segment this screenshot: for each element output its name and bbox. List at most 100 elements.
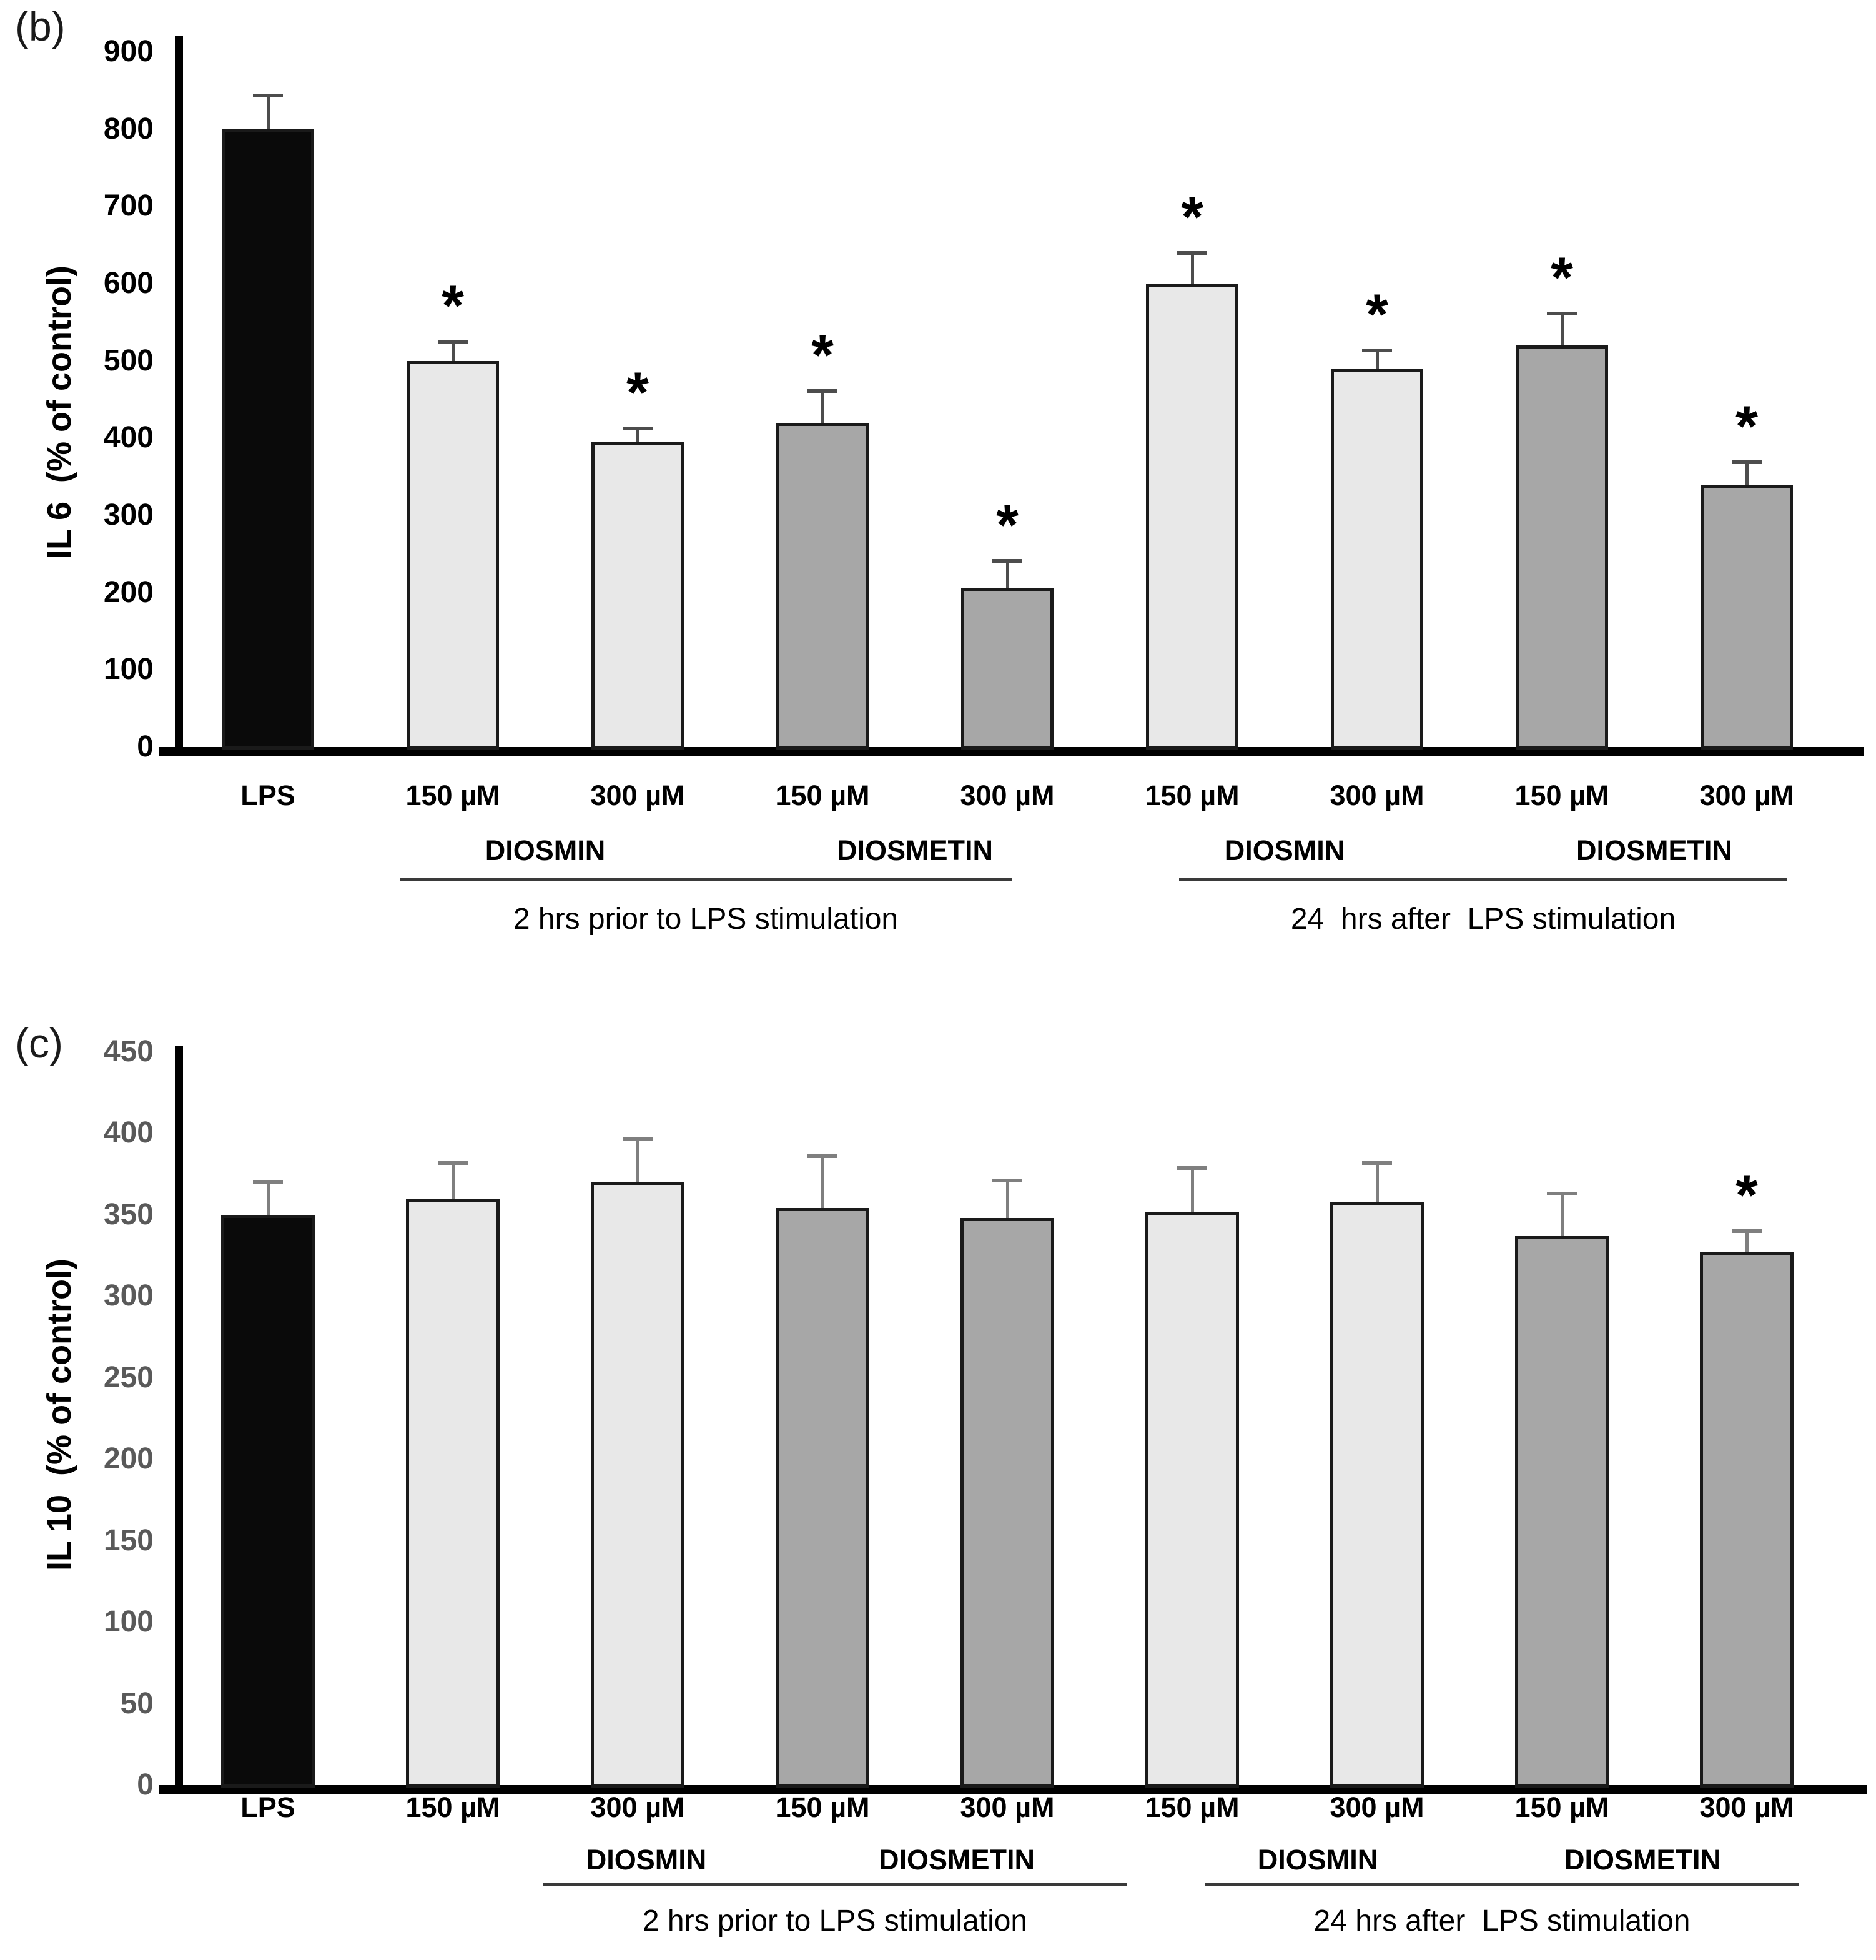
- y-axis-line: [175, 36, 183, 753]
- y-tick-label-200: 200: [103, 1442, 154, 1476]
- group-underline-1: [1179, 878, 1787, 881]
- error-bar-cap-4: [992, 559, 1022, 563]
- y-tick-label-300: 300: [103, 498, 154, 532]
- error-bar-cap-5: [1177, 1166, 1207, 1170]
- error-bar-1: [452, 1161, 455, 1199]
- error-bar-4: [1006, 1179, 1009, 1219]
- bar-LPS-0: [222, 129, 314, 750]
- category-label-2: 300 µM: [590, 780, 685, 811]
- bar-150-µM-5: [1145, 1211, 1239, 1788]
- group-label-diosmin-2: DIOSMIN: [1224, 834, 1345, 866]
- plot-area-b: 0 100 200 300 400 500 600 700 800 900 LPS * 150 µM * 3…: [0, 0, 1876, 974]
- error-bar-3: [821, 1154, 824, 1209]
- category-label-1: 150 µM: [405, 780, 500, 811]
- category-label-0: LPS: [240, 1791, 295, 1823]
- group-label-diosmetin-1: DIOSMETIN: [878, 1844, 1035, 1876]
- bar-300-µM-6: [1331, 369, 1423, 750]
- y-tick-label-0: 0: [137, 1768, 154, 1801]
- error-bar-7: [1561, 311, 1564, 345]
- y-tick-label-350: 350: [103, 1197, 154, 1231]
- bar-150-µM-3: [776, 422, 869, 750]
- group-label-diosmin-0: DIOSMIN: [485, 834, 606, 866]
- significance-star-3: *: [811, 324, 834, 388]
- group-label-diosmin-2: DIOSMIN: [1257, 1844, 1378, 1876]
- error-bar-2: [636, 426, 639, 442]
- bar-300-µM-6: [1330, 1202, 1424, 1788]
- y-tick-label-50: 50: [120, 1686, 154, 1720]
- error-bar-cap-7: [1547, 1192, 1577, 1196]
- panel-label-b: (b): [15, 3, 66, 49]
- category-label-7: 150 µM: [1514, 780, 1609, 811]
- y-tick-label-800: 800: [103, 112, 154, 146]
- error-bar-cap-6: [1362, 348, 1392, 352]
- bar-300-µM-4: [961, 588, 1054, 750]
- error-bar-1: [452, 340, 455, 361]
- significance-star-1: *: [442, 274, 464, 339]
- error-bar-0: [267, 1180, 270, 1215]
- y-tick-label-300: 300: [103, 1279, 154, 1313]
- error-bar-cap-3: [807, 1154, 837, 1159]
- bar-LPS-0: [221, 1214, 315, 1788]
- error-bar-cap-1: [438, 340, 468, 344]
- error-bar-cap-2: [623, 426, 653, 430]
- panel-c-il10-chart: (c) IL 10 (% of control) 0 50 100 150 200 250…: [0, 974, 1876, 1960]
- group-underline-0: [543, 1883, 1127, 1886]
- bar-150-µM-5: [1146, 284, 1238, 750]
- y-tick-label-200: 200: [103, 575, 154, 609]
- y-tick-label-600: 600: [103, 267, 154, 300]
- y-tick-label-450: 450: [103, 1035, 154, 1068]
- category-label-4: 300 µM: [960, 1791, 1055, 1823]
- significance-star-8: *: [1735, 1164, 1758, 1228]
- footnote-1: 24 hrs after LPS stimulation: [1313, 1904, 1691, 1938]
- group-underline-1: [1205, 1883, 1799, 1886]
- error-bar-0: [267, 93, 270, 129]
- y-tick-label-700: 700: [103, 189, 154, 223]
- category-label-0: LPS: [240, 780, 295, 811]
- error-bar-cap-0: [253, 1180, 283, 1185]
- plot-area-c: 0 50 100 150 200 250 300 350 400 450 LPS 150 µM 300 …: [0, 974, 1876, 1960]
- panel-label-c: (c): [15, 1020, 63, 1066]
- error-bar-7: [1561, 1192, 1564, 1236]
- category-label-3: 150 µM: [775, 1791, 870, 1823]
- y-tick-label-0: 0: [137, 730, 154, 763]
- footnote-0: 2 hrs prior to LPS stimulation: [513, 903, 899, 936]
- category-label-8: 300 µM: [1699, 780, 1794, 811]
- group-underline-0: [400, 878, 1012, 881]
- error-bar-cap-8: [1732, 460, 1762, 465]
- bar-300-µM-2: [591, 442, 684, 750]
- y-tick-label-900: 900: [103, 35, 154, 68]
- x-axis-line: [159, 747, 1864, 756]
- category-label-4: 300 µM: [960, 780, 1055, 811]
- group-label-diosmetin-3: DIOSMETIN: [1576, 834, 1732, 866]
- error-bar-8: [1745, 460, 1749, 485]
- group-label-diosmetin-3: DIOSMETIN: [1564, 1844, 1720, 1876]
- panel-b-il6-chart: (b) IL 6 (% of control) 0 100 200 300 400 500…: [0, 0, 1876, 974]
- significance-star-6: *: [1366, 282, 1388, 347]
- category-label-6: 300 µM: [1330, 780, 1424, 811]
- error-bar-4: [1006, 559, 1009, 589]
- error-bar-8: [1745, 1229, 1749, 1252]
- y-tick-label-100: 100: [103, 1605, 154, 1639]
- error-bar-5: [1191, 251, 1194, 284]
- category-label-2: 300 µM: [590, 1791, 685, 1823]
- category-label-3: 150 µM: [775, 780, 870, 811]
- bar-300-µM-8: [1701, 484, 1793, 750]
- error-bar-cap-0: [253, 93, 283, 97]
- footnote-0: 2 hrs prior to LPS stimulation: [642, 1904, 1028, 1938]
- bar-300-µM-8: [1700, 1252, 1794, 1788]
- category-label-5: 150 µM: [1145, 780, 1240, 811]
- error-bar-cap-8: [1732, 1229, 1762, 1234]
- error-bar-cap-3: [807, 389, 837, 393]
- group-label-diosmetin-1: DIOSMETIN: [836, 834, 993, 866]
- error-bar-cap-2: [623, 1136, 653, 1141]
- bar-300-µM-4: [960, 1218, 1054, 1788]
- y-axis-line: [175, 1046, 183, 1791]
- error-bar-5: [1191, 1166, 1194, 1212]
- category-label-5: 150 µM: [1145, 1791, 1240, 1823]
- error-bar-3: [821, 389, 824, 423]
- significance-star-8: *: [1735, 395, 1758, 459]
- y-tick-label-400: 400: [103, 1116, 154, 1150]
- category-label-6: 300 µM: [1330, 1791, 1424, 1823]
- error-bar-6: [1376, 348, 1379, 369]
- significance-star-7: *: [1551, 245, 1573, 310]
